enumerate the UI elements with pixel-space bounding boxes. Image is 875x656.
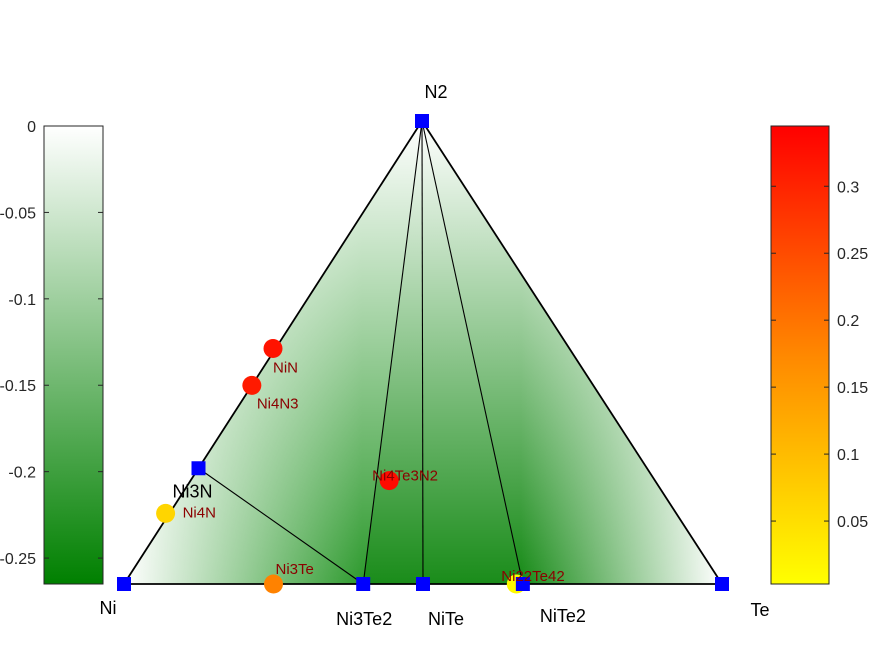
colorbars: 0 -0.05 -0.1 -0.15 -0.2 -0.25 0.05 0.1 0.15 0.2 0.… [0,119,868,585]
eh-tick-label: 0.2 [837,313,859,330]
eh-tick-label: 0.25 [837,246,868,263]
tie-line-NiTe-N2 [421,120,424,585]
stable-phase-label: NiTe [428,609,464,629]
unstable-phase-label: Ni3Te [276,561,314,578]
unstable-phase-label: Ni4N3 [257,395,299,412]
stable-phase-marker [117,577,131,591]
fe-tick-label: -0.1 [8,292,36,309]
unstable-phase-marker [242,375,262,395]
fe-tick-label: -0.15 [0,378,36,395]
stable-phase-marker [515,577,530,591]
stable-phase-marker [715,577,729,591]
fe-tick-label: -0.2 [8,465,36,482]
stable-phase-marker [416,577,430,591]
unstable-phase-marker [379,471,399,491]
tie-line-Ni3Te2-N2 [362,120,423,585]
unstable-phase-label: Ni4N [183,504,216,521]
unstable-phase-marker [263,339,283,358]
stable-phase-label: Ni3N [172,481,212,501]
tie-line-Ni-Ni3N [123,467,200,585]
stable-phase-label: NiTe2 [540,606,586,626]
unstable-phase-marker [156,503,176,523]
fe-tick-label: -0.05 [0,205,36,222]
stable-phase-marker [191,461,206,476]
unstable-phase-label: Ni4Te3N2 [372,468,438,485]
stable-phase-marker [415,114,429,128]
stable-phase-label: N2 [424,82,447,102]
stable-phase-label: Ni3Te2 [336,609,392,629]
phase-markers [117,114,729,594]
eh-tick-label: 0.05 [837,514,868,531]
fe-tick-label: -0.25 [0,551,36,568]
stable-phase-marker [356,577,371,591]
eh-tick-label: 0.3 [837,179,859,196]
eh-tick-label: 0.1 [837,447,859,464]
tie-line-Ni3N-N2 [197,120,423,469]
fe-tick-label: 0 [27,119,36,136]
tie-line-Ni3N-Ni3Te2 [198,467,364,585]
unstable-phase-marker [264,574,283,594]
tie-lines [123,120,723,585]
tie-line-NiTe2-N2 [421,120,524,585]
tie-line-N2-Te [421,120,723,585]
unstable-phase-label: NiN [273,360,298,377]
e-above-hull-colorbar [770,125,830,585]
stable-phase-label: Te [750,600,769,620]
eh-tick-label: 0.15 [837,380,868,397]
formation-energy-colorbar [43,125,104,585]
unstable-phase-label: Ni22Te42 [501,568,564,585]
stable-phase-label: Ni [100,598,117,618]
